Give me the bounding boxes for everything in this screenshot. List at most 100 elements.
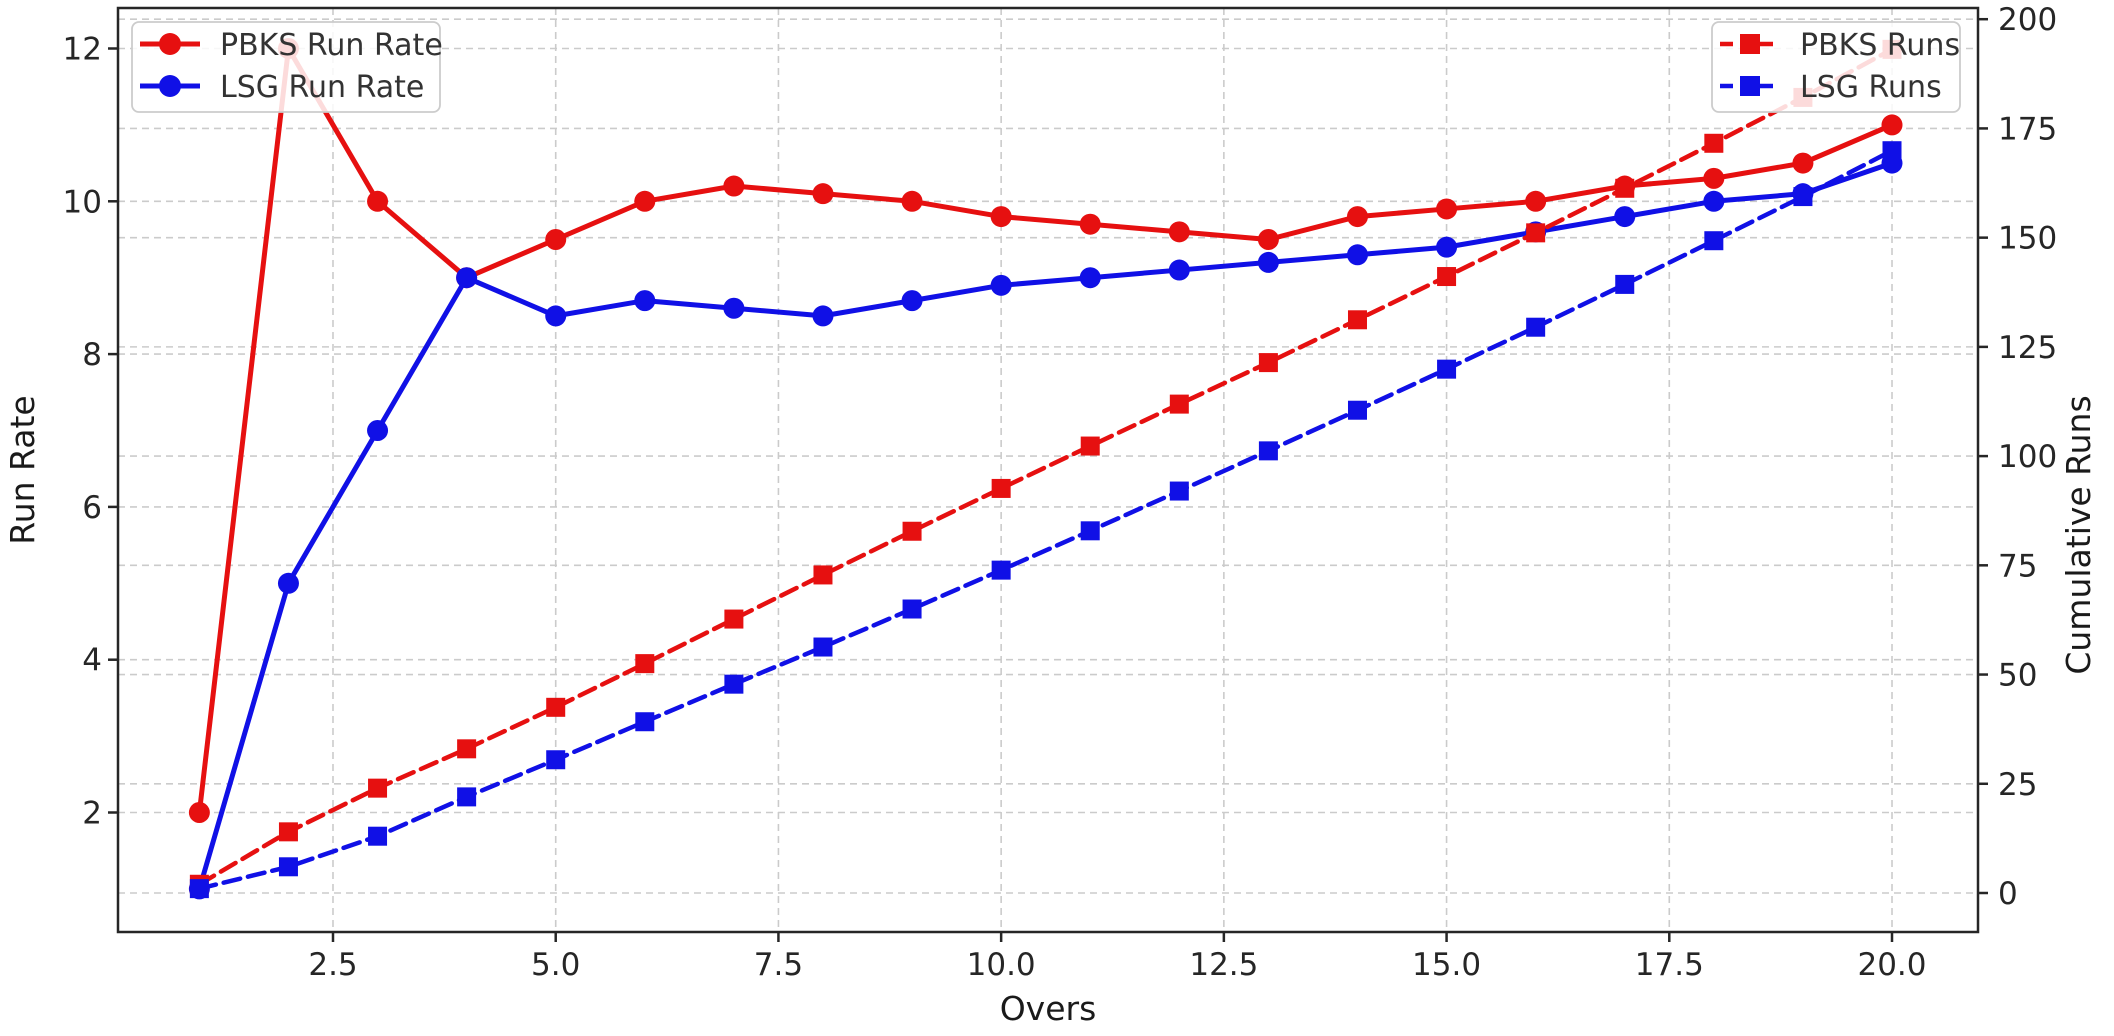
pbks-run-rate-line [196, 46, 1895, 815]
lsg-runs-marker [278, 857, 298, 877]
pbks-run-rate-marker [723, 175, 745, 197]
y-left-tick-label: 10 [63, 184, 102, 220]
lsg-run-rate-marker [1614, 206, 1636, 228]
x-tick-label: 5.0 [531, 947, 580, 983]
lsg-runs-marker [1793, 187, 1813, 207]
y-left-tick-label: 8 [82, 337, 102, 373]
x-tick-label: 10.0 [967, 947, 1036, 983]
lsg-run-rate-marker [1436, 236, 1458, 258]
legends: PBKS Run Rate LSG Run Rate PBKS Runs LSG Ru… [131, 21, 1961, 113]
pbks-runs-marker [991, 478, 1011, 498]
pbks-run-rate-marker [1436, 198, 1458, 220]
y-left-tick-label: 4 [82, 643, 102, 679]
lsg-runs-marker [1258, 441, 1278, 461]
pbks-run-rate-marker [1257, 229, 1279, 250]
legend-label: LSG Run Rate [220, 70, 424, 105]
pbks-run-rate-marker [1346, 206, 1368, 228]
left-axis-label: Run Rate [3, 395, 42, 544]
pbks-run-rate-marker [634, 190, 656, 212]
pbks-runs-marker [902, 521, 922, 541]
lsg-runs-marker [813, 637, 833, 657]
series-lsg-runs [189, 141, 1902, 899]
legend-item: LSG Run Rate [140, 70, 424, 105]
axis-ticks [108, 17, 1988, 942]
pbks-runs-marker [1437, 267, 1457, 287]
lsg-run-rate-marker [545, 305, 567, 327]
legend-item: PBKS Run Rate [140, 28, 443, 63]
legend-run-rate: PBKS Run Rate LSG Run Rate [131, 21, 443, 113]
lsg-runs-marker [1882, 141, 1902, 161]
series-layer [188, 38, 1903, 900]
pbks-run-rate-marker [901, 190, 923, 212]
legend-item: LSG Runs [1720, 70, 1942, 105]
pbks-runs-marker [368, 778, 388, 798]
lsg-run-rate-marker [1168, 259, 1190, 281]
y-left-tick-label: 6 [82, 490, 102, 526]
legend-item: PBKS Runs [1720, 28, 1960, 63]
lsg-runs-marker [546, 750, 566, 770]
lsg-run-rate-marker [1703, 190, 1725, 212]
y-right-tick-label: 150 [1998, 221, 2057, 257]
pbks-runs-marker [1704, 133, 1724, 153]
legend-label: LSG Runs [1800, 70, 1942, 105]
pbks-runs-marker [1080, 436, 1100, 456]
lsg-runs-marker [457, 787, 477, 807]
lsg-runs-marker [368, 826, 388, 846]
lsg-run-rate-marker [723, 297, 745, 319]
x-axis-label: Overs [1000, 989, 1097, 1028]
legend-label: PBKS Run Rate [220, 28, 443, 63]
pbks-run-rate-marker [990, 206, 1012, 228]
series-lsg-run-rate [188, 152, 1903, 900]
lsg-runs-marker [1437, 359, 1457, 379]
lsg-runs-marker [189, 879, 209, 899]
plot-area-border [116, 6, 1980, 934]
pbks-runs-marker [813, 565, 833, 585]
legend-marker-circle [159, 75, 181, 97]
lsg-runs-marker [902, 599, 922, 619]
y-right-tick-label: 75 [1998, 548, 2037, 584]
legend-marker-circle [159, 33, 181, 55]
pbks-runs-marker [1347, 310, 1367, 330]
pbks-run-rate-marker [812, 183, 834, 205]
x-tick-label: 15.0 [1412, 947, 1481, 983]
lsg-runs-marker [635, 712, 655, 732]
x-tick-label: 20.0 [1857, 947, 1926, 983]
lsg-runs-marker [1169, 481, 1189, 501]
y-right-tick-label: 0 [1998, 876, 2018, 912]
pbks-runs-line [197, 47, 1895, 887]
pbks-runs-marker [278, 822, 298, 842]
y-left-tick-label: 2 [82, 796, 102, 832]
y-right-tick-label: 100 [1998, 439, 2057, 475]
pbks-runs-marker [1258, 353, 1278, 373]
tick-labels: 2.5 5.0 7.5 10.0 12.5 15.0 17.5 20.0 2 4 6 8 10 12 0 25… [63, 2, 2058, 983]
lsg-run-rate-marker [634, 290, 656, 312]
lsg-run-rate-marker [1257, 251, 1279, 273]
legend-run-rate-box [131, 21, 441, 113]
pbks-run-rate-marker [1525, 190, 1547, 212]
pbks-runs-marker [457, 739, 477, 759]
y-right-tick-label: 25 [1998, 767, 2037, 803]
lsg-run-rate-marker [812, 305, 834, 327]
x-tick-label: 12.5 [1189, 947, 1258, 983]
lsg-runs-marker [1080, 521, 1100, 541]
x-tick-label: 17.5 [1635, 947, 1704, 983]
lsg-runs-marker [991, 560, 1011, 580]
pbks-run-rate-marker [367, 190, 389, 212]
legend-cumulative-runs-box [1711, 21, 1961, 113]
legend-marker-square [1740, 76, 1760, 96]
y-right-tick-label: 200 [1998, 2, 2057, 38]
lsg-run-rate-marker [277, 572, 299, 594]
pbks-run-rate-marker [1703, 167, 1725, 189]
y-right-tick-label: 175 [1998, 111, 2057, 147]
lsg-runs-marker [1615, 274, 1635, 294]
x-tick-label: 7.5 [754, 947, 803, 983]
pbks-runs-marker [635, 654, 655, 674]
lsg-runs-marker [1704, 231, 1724, 251]
y-right-tick-label: 125 [1998, 330, 2057, 366]
lsg-runs-marker [1526, 317, 1546, 337]
legend-label: PBKS Runs [1800, 28, 1960, 63]
grid-lines [118, 8, 1978, 932]
y-right-tick-label: 50 [1998, 658, 2037, 694]
